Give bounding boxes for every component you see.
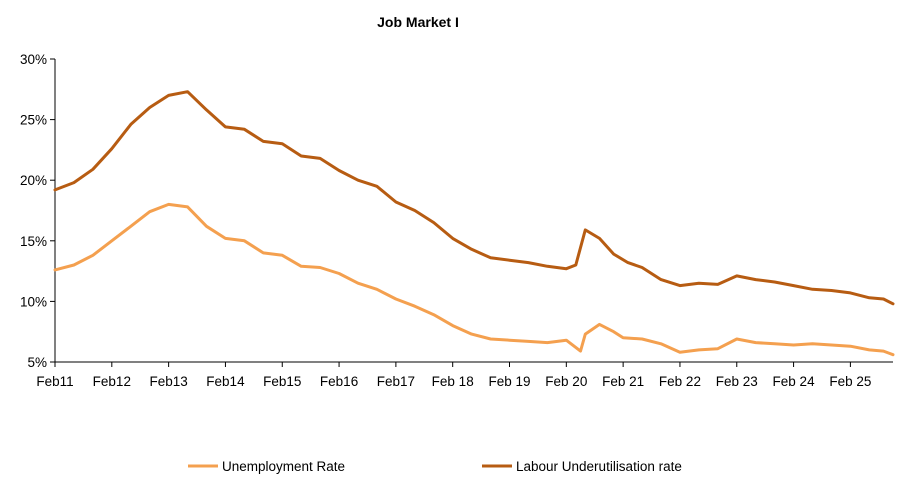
legend: Unemployment Rate Labour Underutilisation… [188,459,682,474]
x-tick-label: Feb 23 [716,374,758,389]
chart-title: Job Market I [377,14,459,30]
x-tick-label: Feb14 [206,374,245,389]
y-tick-label: 15% [20,234,47,249]
x-tick-label: Feb11 [36,374,73,389]
legend-label: Labour Underutilisation rate [516,459,682,474]
x-tick-label: Feb 18 [432,374,474,389]
x-tick-label: Feb17 [377,374,415,389]
x-tick-label: Feb 25 [829,374,871,389]
series-line-unemployment-rate [53,202,895,357]
y-tick-label: 5% [27,355,47,370]
series-line-labour-underutilisation-rate [53,90,895,306]
legend-label: Unemployment Rate [222,459,345,474]
x-tick-label: Feb 19 [488,374,530,389]
x-axis: Feb11 Feb12 Feb13 Feb14 Feb15 Feb16 Feb17 Feb 1… [36,361,893,389]
x-tick-label: Feb13 [149,374,187,389]
y-tick-label: 30% [20,52,47,67]
x-tick-label: Feb 24 [773,374,816,389]
x-tick-label: Feb 21 [602,374,644,389]
y-axis: 30% 25% 20% 15% 10% 5% [20,52,56,370]
x-tick-label: Feb12 [93,374,131,389]
y-tick-label: 20% [20,173,47,188]
series-layer [53,90,895,357]
y-tick-label: 10% [20,294,47,309]
x-tick-label: Feb15 [263,374,301,389]
y-tick-label: 25% [20,113,47,128]
x-tick-label: Feb16 [320,374,358,389]
x-tick-label: Feb 20 [545,374,587,389]
x-tick-label: Feb 22 [659,374,701,389]
